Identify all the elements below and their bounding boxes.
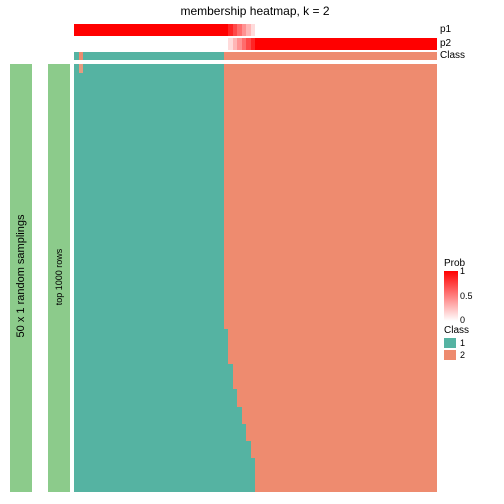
prob-legend-title: Prob xyxy=(444,258,469,269)
p1-label: p1 xyxy=(440,24,451,35)
legend: Prob 1 0.5 0 Class 1 2 xyxy=(444,258,469,362)
class-1-label: 1 xyxy=(460,338,465,348)
class-swatch-2: 2 xyxy=(444,350,469,360)
sampling-label: 50 x 1 random samplings xyxy=(15,176,27,376)
class-1-color xyxy=(444,338,456,348)
p2-label: p2 xyxy=(440,38,451,49)
rows-label: top 1000 rows xyxy=(54,177,64,377)
class-swatch-1: 1 xyxy=(444,338,469,348)
heatmap-body xyxy=(74,64,436,492)
p1-annotation-row xyxy=(74,24,436,36)
class-legend-title: Class xyxy=(444,325,469,336)
prob-tick-0: 0 xyxy=(460,316,465,325)
chart-title: membership heatmap, k = 2 xyxy=(74,4,436,18)
class-label: Class xyxy=(440,50,465,61)
prob-tick-05: 0.5 xyxy=(460,292,473,301)
class-2-label: 2 xyxy=(460,350,465,360)
prob-tick-1: 1 xyxy=(460,267,465,276)
p2-annotation-row xyxy=(74,38,436,50)
class-2-color xyxy=(444,350,456,360)
prob-colorbar: 1 0.5 0 xyxy=(444,271,458,321)
class-annotation-row xyxy=(74,52,436,60)
